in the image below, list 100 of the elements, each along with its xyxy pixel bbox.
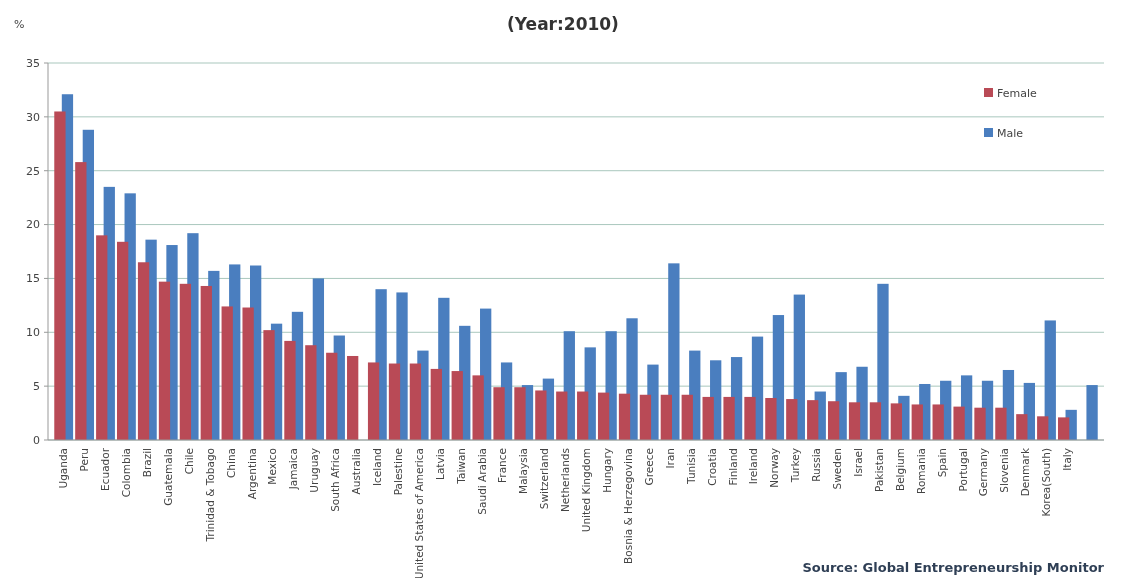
x-tick-label: Ireland <box>747 448 760 485</box>
legend-label: Female <box>997 86 1038 100</box>
y-tick-label: 15 <box>26 272 40 286</box>
y-tick-label: 25 <box>26 164 40 178</box>
x-tick-label: Uganda <box>57 448 70 489</box>
bar <box>869 402 882 440</box>
x-tick-label: Chile <box>182 448 195 475</box>
bar <box>96 235 108 440</box>
bar <box>890 403 902 440</box>
y-axis-title: % <box>14 18 25 31</box>
x-tick-label: United Kingdom <box>580 448 593 533</box>
x-tick-label: Portugal <box>956 448 969 492</box>
bar <box>263 330 275 440</box>
x-tick-label: Russia <box>810 448 823 482</box>
bar <box>848 402 861 440</box>
x-tick-label: Greece <box>642 448 655 486</box>
bar <box>75 162 87 440</box>
y-tick-label: 10 <box>26 326 40 340</box>
x-tick-label: Mexico <box>266 448 279 485</box>
bar <box>877 283 889 440</box>
bar <box>430 368 442 440</box>
x-tick-label: Bosnia & Herzegovina <box>621 448 634 564</box>
x-tick-label: Brazil <box>141 448 153 478</box>
bar <box>932 404 944 440</box>
x-tick-label: Romania <box>914 448 927 494</box>
x-tick-label: France <box>496 448 509 483</box>
bar <box>326 352 338 440</box>
x-tick-label: Hungary <box>601 448 614 493</box>
bar <box>953 406 965 440</box>
bar <box>137 262 150 440</box>
bar <box>702 396 714 440</box>
x-tick-label: Spain <box>935 448 948 478</box>
x-tick-label: Jamaica <box>287 448 300 491</box>
source-note: Source: Global Entrepreneurship Monitor <box>802 560 1105 575</box>
x-tick-label: United States of America <box>412 448 425 580</box>
bar <box>556 391 568 440</box>
bar <box>514 387 526 440</box>
y-tick-label: 5 <box>33 379 40 393</box>
x-tick-label: Belgium <box>893 448 906 492</box>
x-tick-label: Peru <box>78 448 91 472</box>
x-tick-label: Croatia <box>705 448 718 486</box>
bar <box>388 363 401 440</box>
chart-title: (Year:2010) <box>507 14 619 34</box>
x-tick-label: Saudi Arabia <box>475 448 488 515</box>
x-tick-label: Italy <box>1061 448 1074 471</box>
bar <box>451 371 463 440</box>
x-tick-label: Switzerland <box>538 448 551 510</box>
bar <box>54 111 66 440</box>
bar <box>493 387 505 440</box>
x-tick-label: Turkey <box>789 448 802 484</box>
bar <box>200 285 212 440</box>
y-tick-label: 0 <box>33 433 40 447</box>
bar <box>1086 385 1098 440</box>
bar <box>1016 414 1028 440</box>
x-tick-label: Slovenia <box>998 448 1011 493</box>
bar <box>639 394 652 440</box>
x-tick-label: Netherlands <box>559 448 572 513</box>
bar <box>618 393 631 440</box>
y-tick-label: 30 <box>26 110 40 124</box>
bar <box>723 396 735 440</box>
x-tick-label: Denmark <box>1019 447 1032 497</box>
bar <box>284 340 296 440</box>
x-tick-label: Trinidad & Tobago <box>203 448 216 543</box>
bar <box>472 375 484 440</box>
bar <box>367 362 380 440</box>
x-tick-label: Pakistan <box>872 448 885 492</box>
bar <box>347 355 359 440</box>
bar <box>221 306 233 440</box>
x-tick-label: Germany <box>977 448 990 497</box>
x-tick-label: China <box>224 448 237 478</box>
bar <box>681 394 693 440</box>
x-tick-label: Malaysia <box>517 448 530 494</box>
x-tick-label: Taiwan <box>454 448 467 485</box>
bar <box>660 394 672 440</box>
x-tick-label: Ecuador <box>99 447 112 491</box>
bar <box>117 241 129 440</box>
bar <box>911 404 923 440</box>
x-tick-label: Korea(South) <box>1040 448 1053 517</box>
x-tick-label: South Africa <box>329 448 342 512</box>
x-tick-label: Palestine <box>391 448 404 496</box>
y-tick-label: 20 <box>26 218 40 232</box>
x-tick-label: Iran <box>663 448 676 469</box>
x-tick-label: Uruguay <box>308 448 321 493</box>
bar <box>1044 320 1056 440</box>
legend-label: Male <box>997 126 1024 140</box>
x-tick-label: Norway <box>768 448 781 488</box>
x-tick-label: Guatemala <box>161 448 174 506</box>
x-tick-label: Finland <box>726 448 739 486</box>
x-tick-label: Latvia <box>433 448 446 480</box>
bar <box>807 400 819 440</box>
bar <box>668 263 680 440</box>
y-tick-label: 35 <box>26 56 40 70</box>
x-tick-label: Tunisia <box>684 448 697 485</box>
bar <box>577 391 589 440</box>
x-tick-label: Colombia <box>120 448 133 498</box>
bar <box>744 396 756 440</box>
x-tick-label: Israel <box>851 448 864 477</box>
bar <box>995 407 1007 440</box>
bar <box>786 399 798 440</box>
bar <box>765 397 777 440</box>
